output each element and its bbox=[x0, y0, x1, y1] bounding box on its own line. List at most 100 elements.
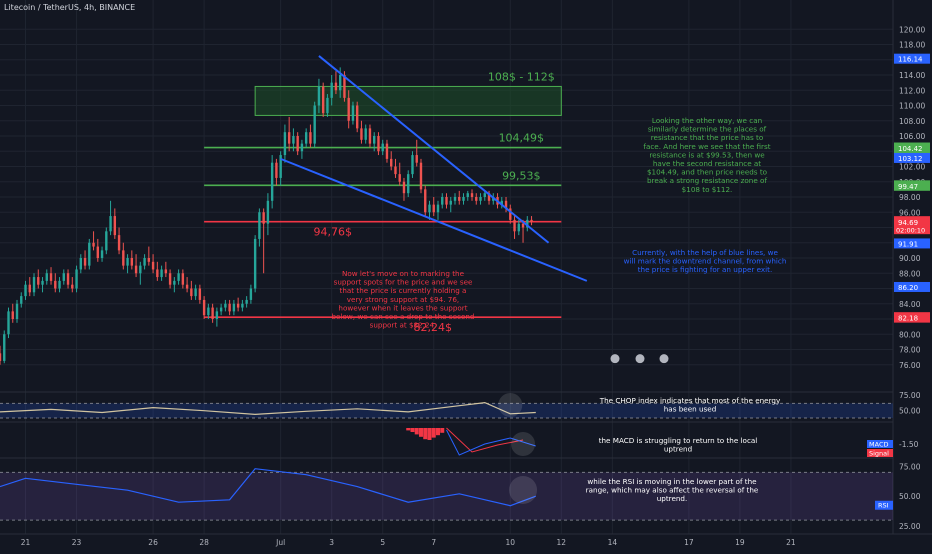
price-tag-bg bbox=[894, 238, 930, 249]
candle-body bbox=[262, 212, 265, 224]
rsi-legend-label: RSI bbox=[878, 502, 889, 510]
price-tag-label: 103.12 bbox=[898, 155, 923, 163]
price-axis-label: 102.00 bbox=[899, 163, 925, 172]
candle-body bbox=[275, 162, 278, 178]
resistance-level-label: 104,49$ bbox=[499, 132, 545, 145]
time-axis-label: 10 bbox=[506, 538, 516, 547]
annotation-support-note-line: support at $82.24. bbox=[370, 321, 437, 330]
time-axis-label: 21 bbox=[786, 538, 796, 547]
candle-body bbox=[517, 223, 520, 232]
annotation-channel-note-line: the price is fighting for an upper exit. bbox=[638, 265, 773, 274]
annotation-macd-note-line: the MACD is struggling to return to the … bbox=[599, 436, 758, 445]
macd-histogram-bar bbox=[435, 428, 440, 436]
time-axis-label: Jul bbox=[275, 538, 285, 547]
candle-body bbox=[241, 303, 244, 308]
annotation-channel-note-line: Currently, with the help of blue lines, … bbox=[632, 248, 778, 257]
candle-body bbox=[24, 284, 27, 297]
candle-body bbox=[109, 216, 112, 232]
annotation-resistance-note-line: $104.49, and then price needs to bbox=[647, 168, 767, 177]
rsi-highlight bbox=[509, 476, 538, 504]
time-axis-label: 12 bbox=[557, 538, 567, 547]
time-axis-label: 19 bbox=[735, 538, 745, 547]
candle-body bbox=[279, 155, 282, 178]
annotation-support-note-line: Now let's move on to marking the bbox=[342, 269, 465, 278]
candle-body bbox=[236, 303, 240, 308]
candle-body bbox=[156, 269, 159, 278]
candle-body bbox=[385, 143, 389, 159]
annotation-support-note-line: below, we can see a drop to the second bbox=[332, 312, 475, 321]
candle-body bbox=[228, 303, 231, 312]
time-axis-label: 17 bbox=[684, 538, 694, 547]
candle-body bbox=[479, 197, 482, 201]
macd-legend-bg bbox=[867, 449, 893, 457]
annotation-resistance-note-line: resistance that the price has to bbox=[651, 133, 763, 142]
candle-body bbox=[402, 181, 406, 194]
candle-body bbox=[394, 166, 397, 175]
candle-body bbox=[0, 353, 2, 361]
candle-body bbox=[449, 200, 452, 205]
chop-axis-label: 75.00 bbox=[899, 391, 921, 400]
candle-body bbox=[96, 246, 100, 258]
macd-histogram-bar bbox=[410, 428, 415, 432]
candle-body bbox=[92, 242, 95, 247]
candle-body bbox=[249, 288, 253, 300]
candle-body bbox=[211, 307, 214, 319]
candle-body bbox=[58, 280, 61, 289]
annotation-resistance-note-line: have the second resistance at bbox=[653, 159, 761, 168]
candle-body bbox=[373, 136, 376, 144]
price-tag-label: 82.18 bbox=[898, 315, 918, 323]
support-level-label: 82,24$ bbox=[413, 321, 452, 334]
candle-body bbox=[317, 86, 321, 106]
macd-highlight bbox=[511, 432, 536, 456]
candle-body bbox=[398, 174, 401, 182]
price-axis-label: 96.00 bbox=[899, 208, 921, 217]
candle-body bbox=[368, 128, 372, 144]
price-axis-label: 84.00 bbox=[899, 300, 921, 309]
candle-body bbox=[296, 136, 299, 152]
time-axis-label: 14 bbox=[608, 538, 618, 547]
candle-body bbox=[419, 162, 423, 190]
annotation-resistance-note-line: Looking the other way, we can bbox=[652, 116, 762, 125]
chop-highlight bbox=[498, 393, 523, 417]
candle-body bbox=[513, 219, 516, 232]
candle-body bbox=[432, 204, 435, 213]
candle-body bbox=[258, 212, 261, 239]
candle-body bbox=[83, 258, 87, 266]
price-tag-bg bbox=[894, 312, 930, 323]
price-axis-label: 112.00 bbox=[899, 86, 925, 95]
candle-body bbox=[466, 193, 469, 197]
candle-body bbox=[11, 311, 14, 319]
candle-body bbox=[198, 288, 202, 300]
candle-body bbox=[88, 242, 91, 266]
candle-body bbox=[381, 143, 384, 152]
candle-body bbox=[445, 197, 448, 205]
macd-histogram-bar bbox=[406, 428, 411, 431]
macd-signal-line bbox=[446, 427, 524, 453]
time-axis-label: 5 bbox=[380, 538, 385, 547]
candle-body bbox=[7, 311, 10, 335]
macd-legend-bg bbox=[867, 440, 893, 448]
annotation-resistance-note-line: similarly determine the places of bbox=[648, 125, 767, 134]
price-tag-label: 86.20 bbox=[898, 284, 918, 292]
candle-body bbox=[215, 311, 219, 319]
candle-body bbox=[62, 273, 65, 281]
candle-body bbox=[458, 197, 461, 201]
candle-body bbox=[364, 128, 367, 140]
price-axis-label: 108.00 bbox=[899, 117, 925, 126]
resistance-zone bbox=[254, 85, 562, 116]
candle-body bbox=[390, 158, 393, 167]
candle-body bbox=[164, 269, 168, 274]
candle-body bbox=[113, 216, 117, 236]
price-axis-label: 80.00 bbox=[899, 330, 921, 339]
candle-body bbox=[3, 334, 6, 361]
candle-body bbox=[283, 132, 287, 156]
countdown-label: 02:00:10 bbox=[896, 227, 925, 235]
candle-body bbox=[79, 258, 82, 270]
trend-line bbox=[318, 55, 550, 244]
price-tag-bg bbox=[894, 143, 930, 154]
annotation-macd-note-line: uptrend bbox=[664, 445, 692, 454]
candle-body bbox=[487, 193, 491, 201]
annotation-support-note-line: very strong support at $94. 76, bbox=[347, 295, 459, 304]
